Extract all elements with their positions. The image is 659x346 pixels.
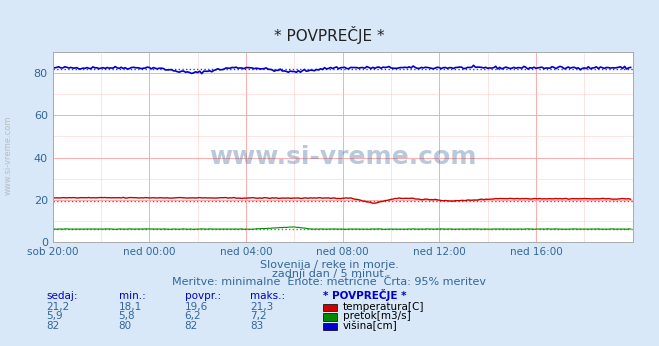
Text: Slovenija / reke in morje.: Slovenija / reke in morje. [260, 260, 399, 270]
Text: pretok[m3/s]: pretok[m3/s] [343, 311, 411, 321]
Text: 5,8: 5,8 [119, 311, 135, 321]
Text: 19,6: 19,6 [185, 302, 208, 312]
Text: 5,9: 5,9 [46, 311, 63, 321]
Text: min.:: min.: [119, 291, 146, 301]
Text: zadnji dan / 5 minut.: zadnji dan / 5 minut. [272, 269, 387, 279]
Text: Meritve: minimalne  Enote: metrične  Črta: 95% meritev: Meritve: minimalne Enote: metrične Črta:… [173, 277, 486, 288]
Text: 21,2: 21,2 [46, 302, 69, 312]
Text: maks.:: maks.: [250, 291, 285, 301]
Text: povpr.:: povpr.: [185, 291, 221, 301]
Text: 83: 83 [250, 321, 264, 331]
Text: višina[cm]: višina[cm] [343, 320, 397, 331]
Text: * POVPREČJE *: * POVPREČJE * [323, 289, 407, 301]
Text: 21,3: 21,3 [250, 302, 273, 312]
Text: 80: 80 [119, 321, 132, 331]
Text: temperatura[C]: temperatura[C] [343, 302, 424, 312]
Text: 82: 82 [46, 321, 59, 331]
Text: 18,1: 18,1 [119, 302, 142, 312]
Text: * POVPREČJE *: * POVPREČJE * [274, 26, 385, 44]
Text: 7,2: 7,2 [250, 311, 267, 321]
Text: sedaj:: sedaj: [46, 291, 78, 301]
Text: www.si-vreme.com: www.si-vreme.com [3, 116, 13, 195]
Text: www.si-vreme.com: www.si-vreme.com [209, 145, 476, 169]
Text: 82: 82 [185, 321, 198, 331]
Text: 6,2: 6,2 [185, 311, 201, 321]
